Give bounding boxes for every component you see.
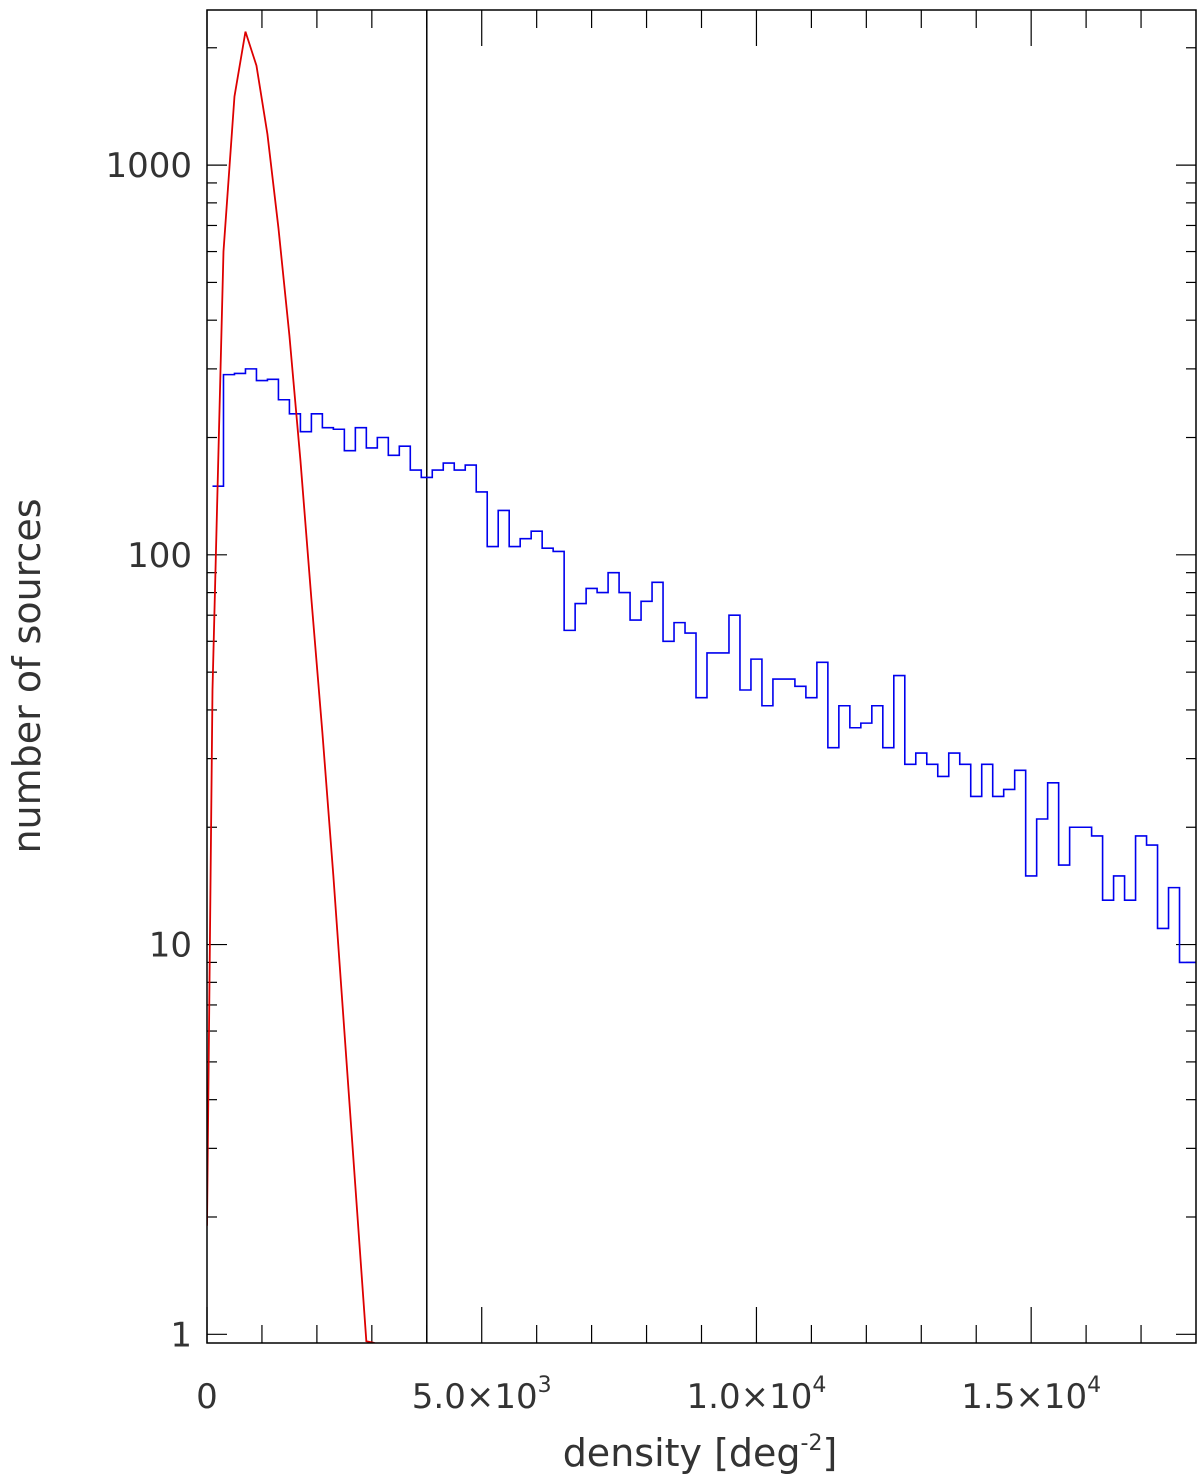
x-axis-label: density [deg-2] xyxy=(563,1431,838,1475)
x-tick-label: 0 xyxy=(196,1377,218,1417)
histogram-series xyxy=(212,368,1196,964)
tick-labels: 0 5.0×103 1.0×104 1.5×104 1 10 100 1000 xyxy=(105,146,1101,1417)
model-curve-series xyxy=(207,31,375,1343)
tick-marks xyxy=(206,10,1196,1343)
y-tick-label: 100 xyxy=(127,536,192,576)
x-tick-label: 5.0×103 xyxy=(412,1373,552,1417)
series-layer xyxy=(207,10,1196,1343)
y-tick-label: 1 xyxy=(170,1315,192,1355)
plot-frame xyxy=(206,9,1197,1344)
x-tick-label: 1.0×104 xyxy=(687,1373,827,1417)
x-axis-label-close: ] xyxy=(822,1431,837,1475)
x-axis-label-text: density [deg xyxy=(563,1431,801,1475)
y-axis-label: number of sources xyxy=(5,498,49,853)
x-axis-label-exponent: -2 xyxy=(801,1431,823,1456)
x-tick-label: 1.5×104 xyxy=(961,1373,1101,1417)
y-tick-label: 1000 xyxy=(105,146,192,186)
y-tick-label: 10 xyxy=(149,926,192,966)
